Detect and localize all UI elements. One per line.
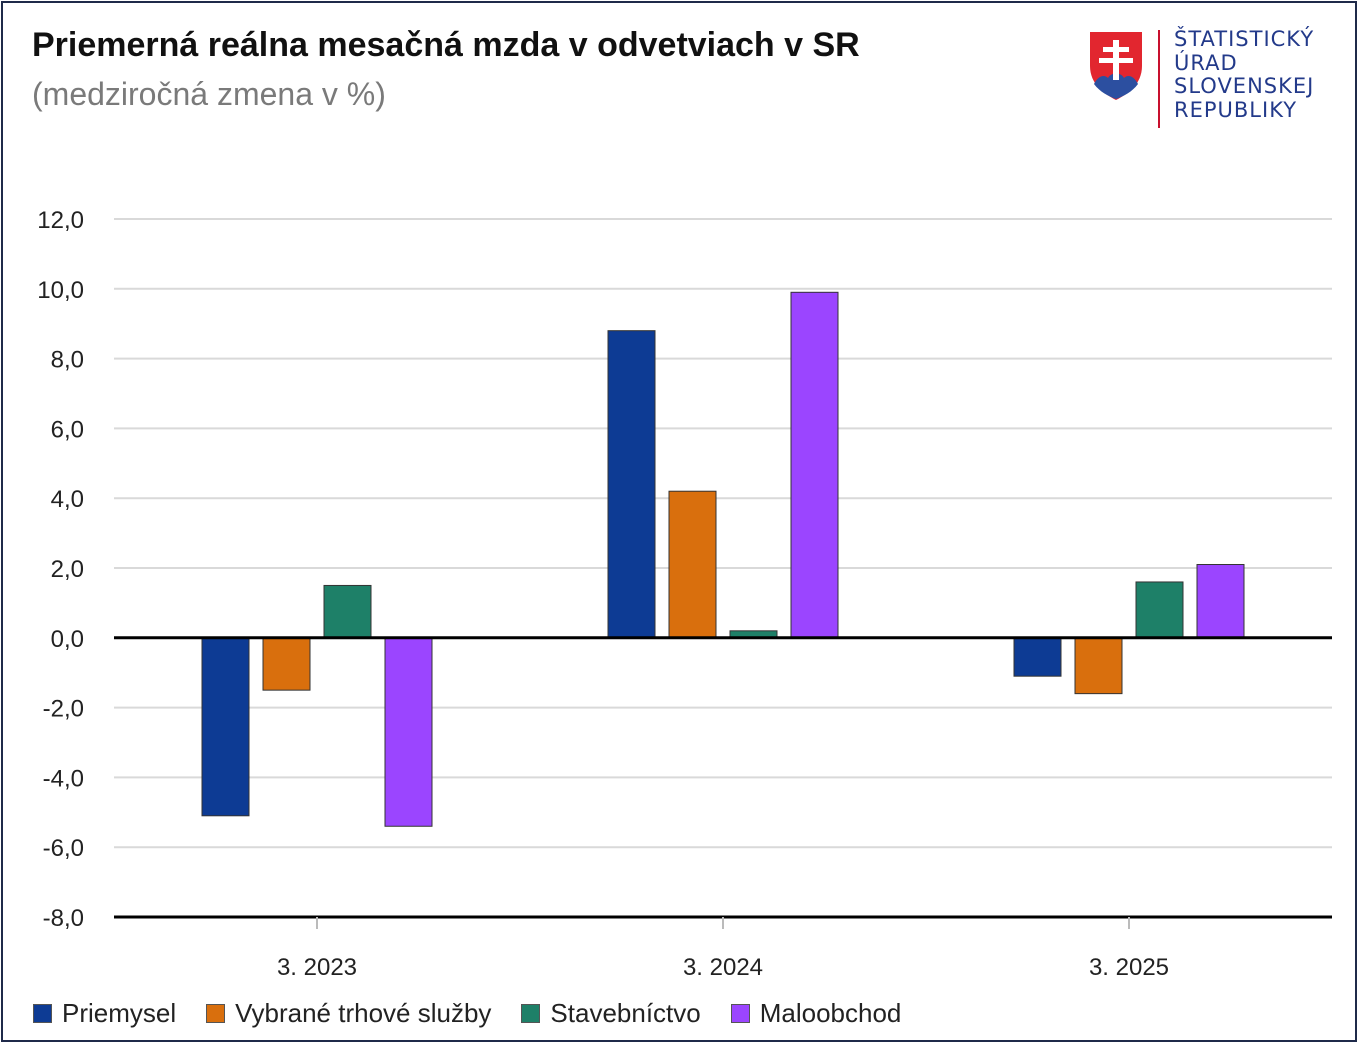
legend-item: Maloobchod xyxy=(730,998,902,1029)
y-tick-label: 0,0 xyxy=(51,626,84,653)
legend-swatch xyxy=(730,1004,750,1023)
bar-vybran-trhov-slu-by-1 xyxy=(668,490,717,639)
bar-maloobchod-0 xyxy=(384,637,433,827)
y-tick-label: 10,0 xyxy=(37,277,84,304)
legend-swatch xyxy=(206,1004,226,1023)
legend-label: Stavebníctvo xyxy=(550,998,701,1028)
y-tick-label: -4,0 xyxy=(43,765,84,792)
y-tick-label: 6,0 xyxy=(51,416,84,443)
logo-divider xyxy=(1158,30,1160,128)
chart-title: Priemerná reálna mesačná mzda v odvetvia… xyxy=(32,26,860,64)
logo-line-2: ÚRAD xyxy=(1174,50,1238,75)
legend-label: Priemysel xyxy=(62,998,177,1028)
y-tick-label: -6,0 xyxy=(43,835,84,862)
legend-swatch xyxy=(33,1004,52,1023)
bar-maloobchod-2 xyxy=(1196,564,1245,639)
logo-line-3: SLOVENSKEJ xyxy=(1174,74,1315,98)
legend-item: Stavebníctvo xyxy=(521,998,701,1029)
bar-vybran-trhov-slu-by-2 xyxy=(1074,637,1123,695)
chart-subtitle: (medziročná zmena v %) xyxy=(32,76,386,112)
y-tick-label: 2,0 xyxy=(51,556,84,583)
legend: Priemysel Vybrané trhové služby Stavebníct… xyxy=(33,998,931,1029)
legend-label: Maloobchod xyxy=(759,998,902,1028)
y-tick-label: 12,0 xyxy=(37,207,84,234)
bar-priemysel-1 xyxy=(607,330,656,639)
y-tick-label: -8,0 xyxy=(43,905,84,932)
bar-priemysel-0 xyxy=(201,637,250,817)
x-tick-label: 3. 2023 xyxy=(277,954,357,981)
legend-item: Vybrané trhové služby xyxy=(206,998,491,1029)
bar-stavebn-ctvo-0 xyxy=(323,584,372,639)
bar-maloobchod-1 xyxy=(790,291,839,639)
bar-priemysel-2 xyxy=(1013,637,1062,677)
x-tick-label: 3. 2024 xyxy=(683,954,763,981)
bar-vybran-trhov-slu-by-0 xyxy=(262,637,311,691)
legend-item: Priemysel xyxy=(33,998,176,1029)
x-tick-label: 3. 2025 xyxy=(1089,954,1169,981)
logo: ŠTATISTICKÝ ÚRAD SLOVENSKEJ REPUBLIKY xyxy=(1088,27,1338,132)
logo-line-4: REPUBLIKY xyxy=(1174,97,1298,122)
logo-line-1: ŠTATISTICKÝ xyxy=(1174,27,1315,51)
y-tick-label: 4,0 xyxy=(51,486,84,513)
legend-label: Vybrané trhové služby xyxy=(235,998,492,1028)
slovak-coat-of-arms-icon xyxy=(1090,32,1142,100)
logo-text: ŠTATISTICKÝ ÚRAD SLOVENSKEJ REPUBLIKY xyxy=(1174,27,1315,122)
legend-swatch xyxy=(521,1004,541,1023)
y-tick-label: 8,0 xyxy=(51,347,84,374)
y-tick-label: -2,0 xyxy=(43,696,84,723)
bar-stavebn-ctvo-2 xyxy=(1135,581,1184,639)
